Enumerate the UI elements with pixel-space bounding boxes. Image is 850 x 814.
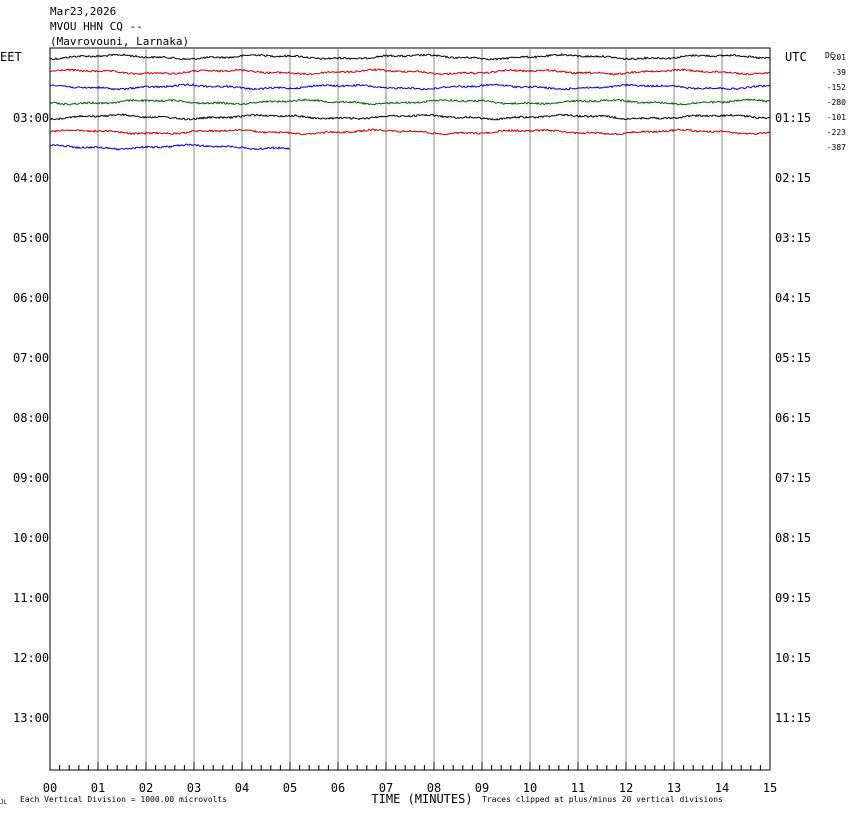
scale-note: Each Vertical Division = 1000.00 microvo… <box>20 795 227 804</box>
x-tick-label: 01 <box>91 781 105 795</box>
tick-marks <box>49 762 771 770</box>
right-hour-label: 09:15 <box>775 591 811 605</box>
left-timezone-label: EET <box>0 50 22 64</box>
x-tick-label: 00 <box>43 781 57 795</box>
date-label: Mar23,2026 <box>50 5 117 18</box>
x-axis-title: TIME (MINUTES) <box>371 792 472 806</box>
seismic-trace <box>49 98 771 106</box>
x-tick-label: 02 <box>139 781 153 795</box>
right-hour-label: 04:15 <box>775 291 811 305</box>
left-hour-label: 06:00 <box>13 291 49 305</box>
dc-offset-label: -101 <box>827 113 846 122</box>
left-hour-label: 04:00 <box>13 171 49 185</box>
x-tick-label: 15 <box>763 781 777 795</box>
left-hour-label: 07:00 <box>13 351 49 365</box>
right-hour-label: 11:15 <box>775 711 811 725</box>
dc-offset-label: -223 <box>827 128 846 137</box>
x-tick-label: 12 <box>619 781 633 795</box>
seismic-trace <box>49 113 771 121</box>
dc-header-label: DC <box>825 51 835 60</box>
dc-offset-label: -39 <box>832 68 847 77</box>
seismic-trace <box>49 68 771 76</box>
right-hour-label: 06:15 <box>775 411 811 425</box>
left-hour-label: 03:00 <box>13 111 49 125</box>
right-hour-label: 02:15 <box>775 171 811 185</box>
x-tick-label: 11 <box>571 781 585 795</box>
seismic-trace <box>49 53 771 61</box>
location-label: (Mavrovouni, Larnaka) <box>50 35 190 48</box>
x-tick-label: 09 <box>475 781 489 795</box>
dc-offset-label: 201 <box>832 53 847 62</box>
left-hour-label: 10:00 <box>13 531 49 545</box>
dc-offset-label: -280 <box>827 98 846 107</box>
x-tick-label: 07 <box>379 781 393 795</box>
seismic-trace <box>49 128 771 136</box>
x-tick-label: 14 <box>715 781 729 795</box>
x-tick-label: 13 <box>667 781 681 795</box>
x-tick-label: 03 <box>187 781 201 795</box>
x-tick-label: 08 <box>427 781 441 795</box>
seismic-trace <box>49 143 291 151</box>
corner-mark: JL <box>0 799 8 806</box>
right-hour-label: 07:15 <box>775 471 811 485</box>
right-hour-label: 10:15 <box>775 651 811 665</box>
trace-group <box>49 53 771 151</box>
dc-offset-label: -152 <box>827 83 846 92</box>
left-hour-label: 09:00 <box>13 471 49 485</box>
right-hour-label: 08:15 <box>775 531 811 545</box>
x-tick-label: 06 <box>331 781 345 795</box>
station-label: MVOU HHN CQ -- <box>50 20 143 33</box>
x-tick-label: 10 <box>523 781 537 795</box>
right-timezone-label: UTC <box>785 50 807 64</box>
grid-lines <box>49 47 771 771</box>
x-tick-label: 05 <box>283 781 297 795</box>
left-hour-label: 08:00 <box>13 411 49 425</box>
x-tick-label: 04 <box>235 781 249 795</box>
right-hour-label: 01:15 <box>775 111 811 125</box>
left-hour-label: 11:00 <box>13 591 49 605</box>
clip-note: Traces clipped at plus/minus 20 vertical… <box>482 795 723 804</box>
right-hour-label: 03:15 <box>775 231 811 245</box>
seismic-trace <box>49 83 771 91</box>
right-hour-label: 05:15 <box>775 351 811 365</box>
left-hour-label: 12:00 <box>13 651 49 665</box>
plot-frame <box>49 47 771 771</box>
left-hour-label: 05:00 <box>13 231 49 245</box>
dc-offset-label: -387 <box>827 143 846 152</box>
axis-labels: 201 -39 -152 -280 -101 -223 -387 03:00 04:00 05:0… <box>0 50 846 806</box>
left-hour-label: 13:00 <box>13 711 49 725</box>
